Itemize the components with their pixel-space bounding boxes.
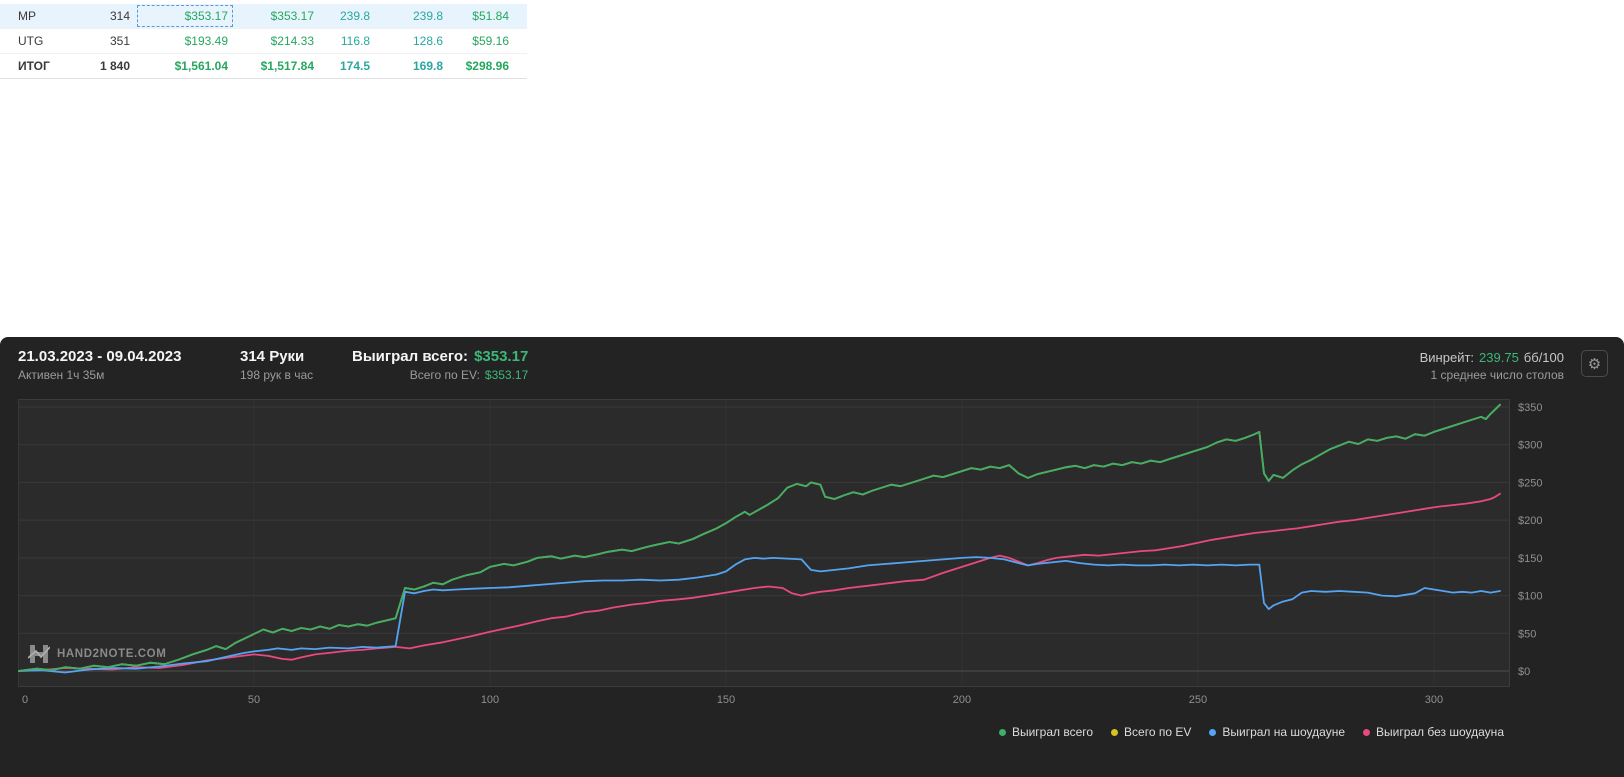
y-axis-label: $250 [1518,477,1542,489]
table-row[interactable]: UTG 351 $193.49 $214.33 116.8 128.6 $59.16 [0,29,527,54]
graph-panel-header: 21.03.2023 - 09.04.2023 Активен 1ч 35м 3… [0,337,1624,399]
won-cell[interactable]: $193.49 [184,34,228,48]
series-line [18,556,1501,674]
bb100-cell[interactable]: 174.5 [339,59,370,73]
extra-cell[interactable]: $298.96 [465,59,509,73]
bb100-cell[interactable]: 116.8 [340,34,370,48]
position-cell[interactable]: ИТОГ [18,59,50,73]
ev-cell[interactable]: $214.33 [270,34,314,48]
x-axis-label: 0 [22,694,28,706]
winrate-label: Винрейт: [1419,350,1475,365]
table-row[interactable]: ИТОГ 1 840 $1,561.04 $1,517.84 174.5 169.8 $29… [0,54,527,79]
x-axis-label: 200 [953,694,971,706]
ev-cell[interactable]: $1,517.84 [260,59,314,73]
series-line [18,492,1501,672]
extra-cell[interactable]: $59.16 [472,34,509,48]
legend-label: Всего по EV [1124,725,1192,739]
positions-table-body: MP 314 $353.17 $353.17 239.8 239.8 $51.84 UTG 35… [0,4,527,79]
chart-legend: Выиграл всего Всего по EV Выиграл на шоуда… [0,725,1504,739]
ev-bb100-cell[interactable]: 128.6 [412,34,443,48]
date-range: 21.03.2023 - 09.04.2023 [18,348,182,365]
hands-cell[interactable]: 1 840 [99,59,130,73]
winnings-block: Выиграл всего: $353.17 Всего по EV: $353… [352,346,528,384]
x-axis-label: 300 [1425,694,1443,706]
x-axis-label: 250 [1189,694,1207,706]
chart-plot-area[interactable] [18,399,1510,687]
legend-label: Выиграл всего [1011,725,1094,739]
legend-dot-icon [1111,728,1119,736]
winrate-unit: бб/100 [1523,350,1564,365]
ev-bb100-cell[interactable]: 239.8 [412,9,443,23]
hands-per-hour: 198 рук в час [240,368,314,382]
avg-tables: 1 среднее число столов [1430,368,1564,382]
legend-dot-icon [1209,728,1217,736]
winrate-value: 239.75 [1479,350,1519,365]
legend-item[interactable]: Выиграл на шоудауне [1209,725,1345,739]
hands-cell[interactable]: 314 [109,9,130,23]
won-total-label: Выиграл всего: [352,348,469,365]
x-axis-label: 150 [717,694,735,706]
series-line [18,403,1501,672]
bb100-cell[interactable]: 239.8 [339,9,370,23]
winrate-block: Винрейт: 239.75 бб/100 1 среднее число с… [1420,348,1564,384]
session-dates-block: 21.03.2023 - 09.04.2023 Активен 1ч 35м [18,346,181,384]
y-axis-label: $100 [1518,591,1542,603]
y-axis-label: $50 [1518,628,1536,640]
legend-item[interactable]: Всего по EV [1111,725,1191,739]
ev-bb100-cell[interactable]: 169.8 [412,59,443,73]
x-axis-label: 100 [481,694,499,706]
gear-icon: ⚙ [1587,355,1602,373]
won-cell[interactable]: $353.17 [136,4,234,28]
legend-dot-icon [998,728,1006,736]
y-axis-label: $200 [1518,515,1542,527]
positions-stats-table: MP 314 $353.17 $353.17 239.8 239.8 $51.84 UTG 35… [0,0,527,79]
hands-count: 314 Руки [240,348,305,365]
position-cell[interactable]: MP [18,9,36,23]
hands-block: 314 Руки 198 рук в час [240,346,313,384]
y-axis-label: $350 [1518,402,1542,414]
won-cell[interactable]: $1,561.04 [174,59,228,73]
legend-item[interactable]: Выиграл без шоудауна [1363,725,1504,739]
session-graph-panel: 21.03.2023 - 09.04.2023 Активен 1ч 35м 3… [0,337,1624,777]
y-axis-label: $0 [1518,666,1530,678]
active-time: Активен 1ч 35м [18,368,105,382]
x-axis-label: 50 [248,694,260,706]
winnings-chart[interactable]: $0 $50 $100 $150 $200 $250 $300 $350 0 50 100 150 20… [18,399,1606,713]
legend-item[interactable]: Выиграл всего [998,725,1094,739]
won-total-value: $353.17 [474,348,529,365]
extra-cell[interactable]: $51.84 [472,9,509,23]
y-axis-label: $300 [1518,440,1542,452]
settings-button[interactable]: ⚙ [1581,350,1608,377]
y-axis-label: $150 [1518,553,1542,565]
legend-label: Выиграл без шоудауна [1376,725,1504,739]
table-row[interactable]: MP 314 $353.17 $353.17 239.8 239.8 $51.84 [0,4,527,29]
hands-cell[interactable]: 351 [109,34,130,48]
position-cell[interactable]: UTG [18,34,44,48]
ev-total-value: $353.17 [484,368,529,382]
ev-cell[interactable]: $353.17 [270,9,314,23]
legend-label: Выиграл на шоудауне [1222,725,1345,739]
winnings-chart-svg[interactable]: $0 $50 $100 $150 $200 $250 $300 $350 0 50 100 150 20… [18,399,1606,713]
legend-dot-icon [1363,728,1370,736]
ev-total-label: Всего по EV: [409,368,480,382]
